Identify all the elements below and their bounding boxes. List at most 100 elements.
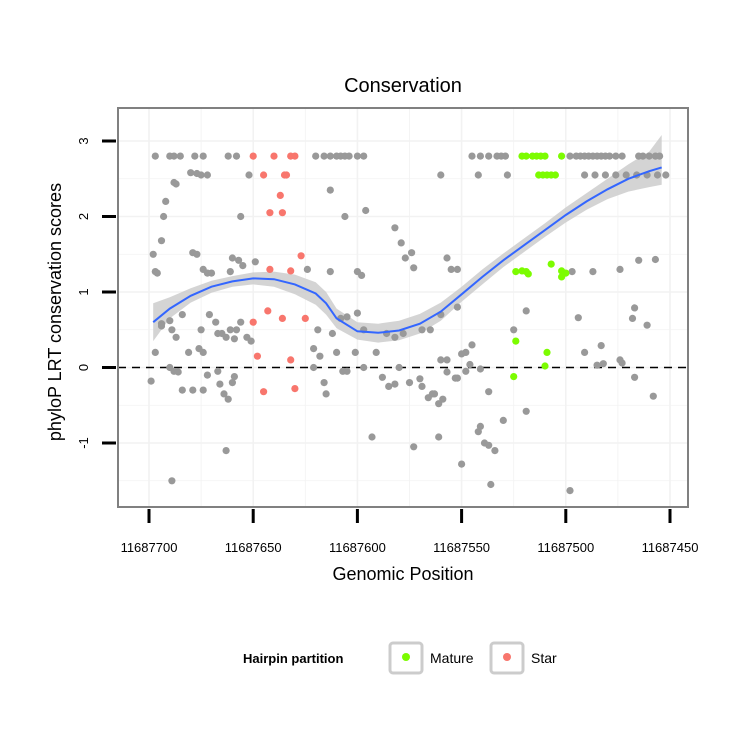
- data-point-other: [397, 239, 405, 247]
- data-point-other: [635, 256, 643, 264]
- data-point-other: [599, 360, 607, 368]
- data-point-star: [278, 209, 286, 217]
- data-point-other: [230, 335, 238, 343]
- smooth-line: [152, 166, 662, 334]
- data-point-other: [662, 171, 670, 179]
- data-point-star: [260, 171, 268, 179]
- data-point-other: [237, 318, 245, 326]
- data-point-other: [205, 311, 213, 319]
- data-point-other: [193, 250, 201, 258]
- data-point-other: [426, 326, 434, 334]
- data-point-other: [160, 212, 168, 221]
- data-point-other: [487, 480, 495, 489]
- data-point-star: [270, 152, 278, 160]
- data-point-other: [224, 152, 232, 160]
- data-point-other: [466, 360, 474, 369]
- data-point-star: [253, 352, 261, 360]
- data-point-other: [410, 443, 418, 451]
- data-point-other: [245, 171, 253, 179]
- data-point-other: [410, 264, 418, 272]
- data-point-other: [443, 368, 451, 376]
- data-point-other: [162, 197, 170, 205]
- data-point-star: [278, 314, 286, 322]
- data-point-other: [199, 152, 207, 160]
- data-point-other: [566, 152, 574, 160]
- data-point-star: [264, 307, 272, 315]
- legend-item-star: Star: [489, 641, 557, 675]
- x-tick-label: 11687650: [225, 540, 282, 555]
- data-point-other: [199, 386, 207, 394]
- data-point-other: [443, 356, 451, 364]
- data-point-other: [232, 326, 241, 334]
- data-point-other: [485, 441, 493, 449]
- data-point-other: [197, 171, 205, 179]
- data-point-other: [235, 256, 243, 264]
- legend: Hairpin partition Mature Star: [243, 641, 557, 675]
- data-point-other: [476, 152, 484, 160]
- data-point-mature: [558, 273, 566, 281]
- legend-item-mature: Mature: [388, 641, 474, 675]
- data-point-other: [447, 265, 455, 273]
- x-axis-title: Genomic Position: [332, 564, 473, 584]
- data-point-other: [230, 373, 238, 381]
- data-point-other: [322, 390, 330, 398]
- data-point-other: [391, 380, 399, 388]
- data-point-other: [581, 348, 589, 356]
- data-point-other: [618, 152, 626, 160]
- data-point-other: [437, 171, 445, 179]
- data-point-other: [360, 152, 368, 160]
- legend-dot-star: [503, 653, 511, 661]
- data-point-other: [437, 356, 445, 364]
- data-point-other: [418, 382, 426, 390]
- data-point-other: [435, 433, 443, 441]
- data-point-other: [191, 152, 199, 160]
- data-point-other: [310, 345, 318, 353]
- grid-layer: [118, 108, 688, 507]
- data-point-other: [195, 345, 203, 353]
- data-point-other: [476, 365, 484, 373]
- data-point-other: [203, 371, 211, 379]
- data-point-other: [166, 317, 174, 325]
- data-point-other: [566, 487, 574, 495]
- data-point-other: [326, 152, 334, 160]
- data-point-other: [189, 386, 197, 394]
- data-point-other: [643, 321, 651, 329]
- data-point-other: [399, 329, 407, 338]
- data-point-mature: [551, 171, 560, 179]
- data-point-other: [491, 447, 499, 455]
- data-point-other: [443, 254, 451, 262]
- data-point-other: [485, 152, 493, 160]
- data-point-star: [287, 267, 295, 275]
- data-point-other: [358, 271, 366, 279]
- data-point-mature: [541, 362, 549, 370]
- data-point-other: [226, 326, 234, 334]
- data-point-other: [591, 171, 599, 179]
- plot-panel-border: [117, 107, 689, 508]
- data-point-star: [266, 265, 274, 273]
- data-point-other: [157, 237, 166, 245]
- data-point-star: [276, 191, 284, 199]
- data-point-other: [458, 460, 466, 468]
- data-point-other: [649, 392, 657, 400]
- data-point-star: [297, 252, 305, 260]
- data-points-layer: [147, 152, 670, 495]
- data-point-other: [468, 341, 476, 349]
- data-point-mature: [547, 260, 555, 268]
- data-point-other: [612, 171, 620, 179]
- data-point-other: [251, 258, 259, 266]
- data-point-other: [453, 374, 461, 382]
- data-point-other: [170, 152, 178, 160]
- chart-title: Conservation: [344, 75, 462, 97]
- data-point-other: [172, 333, 180, 341]
- legend-dot-mature: [402, 653, 410, 661]
- data-point-other: [385, 382, 393, 390]
- data-point-other: [176, 152, 184, 160]
- data-point-other: [395, 363, 403, 372]
- data-point-other: [522, 407, 530, 415]
- data-point-other: [312, 152, 320, 160]
- data-point-other: [178, 311, 186, 319]
- data-point-other: [153, 269, 161, 277]
- data-point-star: [260, 388, 268, 396]
- data-point-other: [247, 337, 255, 345]
- data-point-other: [151, 152, 159, 160]
